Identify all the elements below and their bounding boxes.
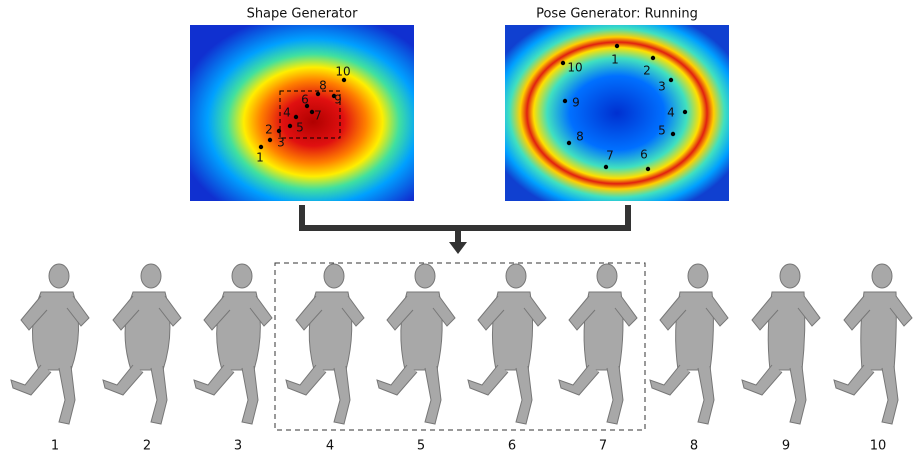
head [872,264,892,288]
leg [151,366,167,424]
point-label: 2 [643,64,651,78]
panel-title: Shape Generator [247,7,359,22]
point-label: 7 [314,109,322,123]
figure-label: 6 [508,439,516,454]
point [563,99,567,103]
head [597,264,617,288]
point [567,141,571,145]
point-label: 8 [576,130,584,144]
arrowhead [449,242,467,254]
head [49,264,69,288]
point [651,56,655,60]
figure: Shape Generator Pose Generator: Running … [0,0,914,456]
point-label: 1 [611,53,619,67]
point [268,138,272,142]
point [277,129,281,133]
point [288,124,292,128]
panel-title: Pose Generator: Running [536,7,698,22]
figure-label: 3 [234,439,242,454]
point-label: 7 [606,149,614,163]
point-label: 3 [277,136,285,150]
leg [468,365,508,395]
leg [194,365,234,395]
point-label: 6 [640,148,648,162]
point [259,145,263,149]
point [669,78,673,82]
point [561,61,565,65]
head [780,264,800,288]
point [615,44,619,48]
point-label: 2 [265,123,273,137]
leg [242,366,258,424]
body-figure [194,264,272,424]
point [671,132,675,136]
leg [11,365,51,395]
figure-label: 1 [51,439,59,454]
point-label: 4 [667,106,675,120]
heatmap [190,25,414,201]
head [324,264,344,288]
body-figure [468,264,546,424]
leg [103,365,143,395]
point [604,165,608,169]
body-figure [377,264,455,424]
point [683,110,687,114]
leg [650,365,690,395]
leg [425,366,441,424]
figure-label: 2 [143,439,151,454]
body-figure [11,264,89,424]
head [688,264,708,288]
point-label: 6 [301,93,309,107]
point-label: 10 [567,61,582,75]
head [232,264,252,288]
figure-label: 9 [782,439,790,454]
point-label: 1 [256,151,264,165]
leg [377,365,417,395]
figure-label: 4 [326,439,334,454]
figure-label: 7 [599,439,607,454]
leg [834,365,874,395]
head [415,264,435,288]
leg [516,366,532,424]
leg [334,366,350,424]
body-figure [103,264,181,424]
point [294,115,298,119]
leg [559,365,599,395]
body-figure [834,264,912,424]
leg [59,366,75,424]
body-figure [650,264,728,424]
point-label: 3 [658,80,666,94]
point-label: 5 [658,124,666,138]
figure-label: 5 [417,439,425,454]
point [646,167,650,171]
heatmap [505,25,729,201]
point-label: 9 [572,96,580,110]
figure-label: 10 [870,439,887,454]
point-label: 4 [283,106,291,120]
body-figure [742,264,820,424]
point-label: 5 [296,121,304,135]
leg [790,366,806,424]
point-label: 9 [334,93,342,107]
leg [882,366,898,424]
head [506,264,526,288]
point-label: 10 [335,65,350,79]
leg [698,366,714,424]
point-label: 8 [319,79,327,93]
connector [302,205,628,228]
figure-label: 8 [690,439,698,454]
leg [607,366,623,424]
leg [742,365,782,395]
body-figure [559,264,637,424]
body-figure [286,264,364,424]
leg [286,365,326,395]
head [141,264,161,288]
